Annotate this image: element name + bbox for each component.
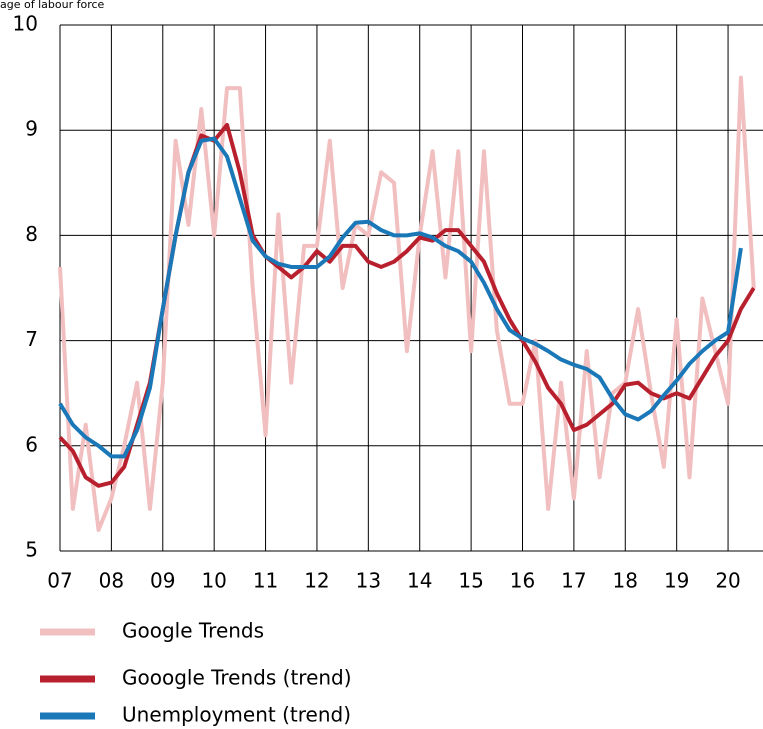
legend-label: Google Trends [122, 619, 264, 643]
y-tick-label: 10 [13, 12, 38, 36]
x-tick-label: 17 [561, 569, 586, 593]
x-tick-label: 12 [304, 569, 329, 593]
chart-subtitle: age of labour force [0, 0, 105, 11]
x-tick-label: 08 [99, 569, 124, 593]
x-tick-label: 07 [47, 569, 72, 593]
y-tick-label: 5 [25, 538, 38, 562]
legend-label: Gooogle Trends (trend) [122, 666, 352, 690]
y-tick-label: 8 [25, 222, 38, 246]
x-tick-label: 10 [201, 569, 226, 593]
y-tick-label: 6 [25, 432, 38, 456]
x-tick-label: 09 [150, 569, 175, 593]
x-tick-label: 19 [664, 569, 689, 593]
x-tick-label: 16 [510, 569, 535, 593]
line-series [58, 75, 756, 532]
x-tick-label: 18 [613, 569, 638, 593]
x-tick-label: 13 [356, 569, 381, 593]
x-tick-label: 14 [407, 569, 432, 593]
x-tick-label: 15 [458, 569, 483, 593]
line-series [58, 136, 743, 459]
x-tick-label: 20 [715, 569, 740, 593]
legend-label: Unemployment (trend) [122, 703, 351, 727]
x-tick-label: 11 [253, 569, 278, 593]
y-tick-label: 9 [25, 117, 38, 141]
y-tick-label: 7 [25, 327, 38, 351]
